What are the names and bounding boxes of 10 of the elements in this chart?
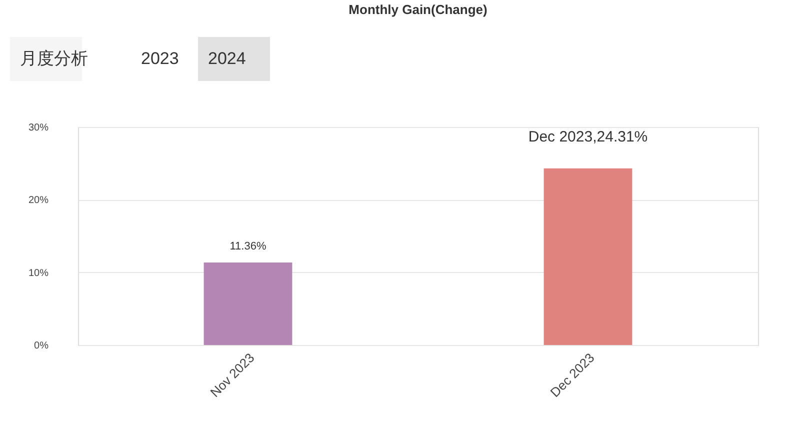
y-tick-label: 20% [28,195,49,206]
text: 2024 [208,49,246,68]
text: 月度分析 [20,49,88,68]
annotation: Dec 2023,24.31% [528,128,648,146]
data-label: 11.36% [230,240,266,252]
y-tick-label: 0% [34,340,49,352]
y-tick-label: 30% [28,122,49,134]
y-tick-label: 10% [28,268,49,279]
text: 2023 [141,49,179,68]
chart-title: Monthly Gain(Change) [348,2,488,17]
